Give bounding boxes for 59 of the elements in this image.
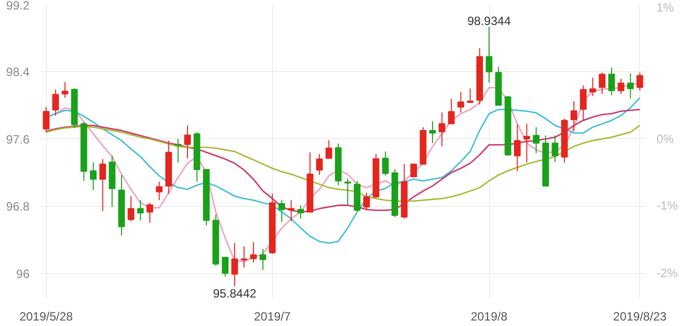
candlestick — [52, 89, 59, 116]
candlestick — [363, 192, 370, 211]
candlestick — [570, 100, 578, 132]
annotation: 98.9344 — [467, 14, 512, 28]
x-tick-label: 2019/8 — [470, 310, 508, 324]
candlestick — [250, 242, 257, 263]
candlestick — [466, 88, 474, 104]
x-tick-label: 2019/5/28 — [19, 310, 74, 324]
y-tick-label: 99.2 — [6, 0, 30, 12]
candlestick — [128, 196, 134, 222]
candlestick — [429, 120, 436, 144]
candlestick — [174, 138, 182, 163]
y2-tick-label: -2% — [656, 266, 678, 280]
candlestick — [589, 77, 596, 97]
candlestick — [156, 181, 163, 201]
candlestick — [457, 91, 464, 113]
candlestick — [146, 202, 154, 224]
y2-tick-label: -1% — [656, 198, 678, 213]
y-tick-label: 98.4 — [6, 65, 30, 80]
candlestick — [448, 98, 455, 124]
candlestick — [260, 248, 266, 270]
candlestick — [137, 200, 144, 221]
candlestick — [231, 242, 238, 287]
annotation: 95.8442 — [212, 286, 257, 300]
candlestick — [608, 67, 615, 96]
candlestick — [316, 154, 323, 176]
candlestick — [514, 124, 521, 172]
candlestick — [552, 135, 558, 162]
candlestick — [598, 72, 606, 94]
candlestick — [636, 72, 644, 92]
candlestick — [580, 84, 587, 121]
line-series — [45, 108, 641, 213]
y2-tick-label: 0% — [656, 132, 674, 146]
candlestick — [326, 140, 332, 160]
y-tick-label: 96 — [16, 266, 30, 281]
candlestick — [240, 246, 248, 268]
y2-tick-label: 1% — [656, 0, 674, 14]
candlestick — [297, 204, 304, 220]
candlestick — [288, 200, 294, 222]
x-tick-label: 2019/8/23 — [613, 310, 667, 324]
y-tick-label: 96.8 — [6, 200, 30, 214]
candlestick — [62, 82, 68, 98]
candlestick — [627, 72, 634, 100]
x-tick-label: 2019/7 — [254, 310, 291, 324]
candlestick — [222, 256, 229, 278]
candlestick — [618, 78, 624, 94]
candlestick — [42, 106, 50, 133]
candlestick — [90, 162, 97, 191]
candlestick — [184, 124, 191, 159]
candlestick — [410, 164, 418, 178]
candlestick — [523, 123, 530, 163]
candlestick — [532, 126, 540, 154]
candlestick — [438, 112, 446, 147]
candlestick — [99, 158, 106, 212]
y-tick-label: 97.6 — [6, 132, 30, 146]
candlestick — [344, 178, 352, 206]
candlestick — [486, 26, 492, 84]
candlestick — [278, 199, 286, 223]
candlestick — [382, 151, 389, 176]
